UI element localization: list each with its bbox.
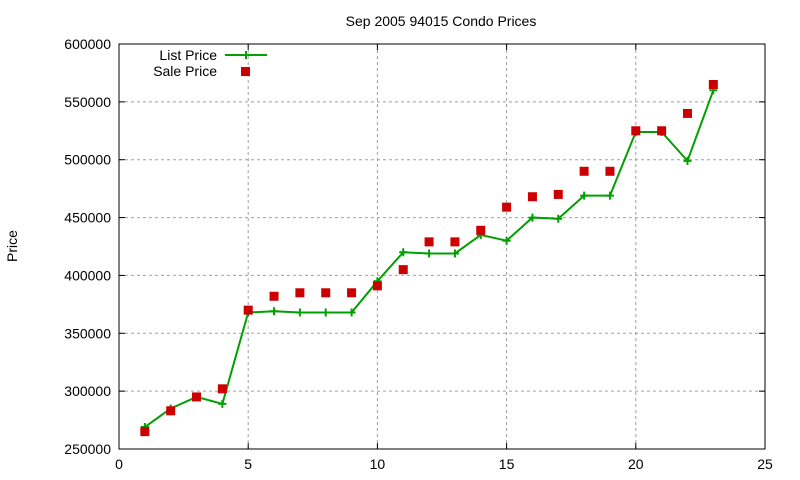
x-tick-label: 10 xyxy=(370,456,386,472)
list-price-point xyxy=(450,249,459,258)
y-tick-label: 350000 xyxy=(64,325,111,341)
list-price-line xyxy=(144,89,715,428)
y-tick-label: 450000 xyxy=(64,210,111,226)
sale-price-point xyxy=(476,225,486,235)
x-tick-label: 5 xyxy=(244,456,252,472)
list-price-point xyxy=(270,307,279,316)
chart-title: Sep 2005 94015 Condo Prices xyxy=(346,13,537,29)
list-price-point xyxy=(399,248,408,257)
list-price-point xyxy=(528,213,537,222)
sale-price-point xyxy=(166,406,176,416)
sale-price-point xyxy=(502,202,512,212)
sale-price-point xyxy=(450,237,460,247)
y-axis-label: Price xyxy=(4,230,20,262)
list-price-point xyxy=(295,308,304,317)
sale-price-point xyxy=(424,237,434,247)
sale-price-point xyxy=(398,265,408,275)
legend-label-sale-price: Sale Price xyxy=(153,63,217,79)
legend-label-list-price: List Price xyxy=(159,47,217,63)
x-tick-label: 0 xyxy=(115,456,123,472)
list-price-point xyxy=(605,191,614,200)
sale-price-point xyxy=(140,427,150,437)
y-tick-label: 400000 xyxy=(64,267,111,283)
sale-price-point xyxy=(269,291,279,301)
sale-price-point xyxy=(192,392,202,402)
legend: List Price Sale Price xyxy=(153,47,267,79)
list-price-point xyxy=(502,236,511,245)
sale-price-point xyxy=(708,80,718,89)
plot-frame xyxy=(118,43,766,450)
y-tick-label: 550000 xyxy=(64,94,111,110)
series xyxy=(140,80,718,437)
sale-price-point xyxy=(527,192,537,202)
legend-marker-sale-price xyxy=(241,67,250,76)
y-tick-label: 500000 xyxy=(64,152,111,168)
sale-price-point xyxy=(295,288,305,298)
x-tick-label: 20 xyxy=(628,456,644,472)
list-price-point xyxy=(218,399,227,408)
sale-price-point xyxy=(553,189,563,199)
sale-price-point xyxy=(579,166,589,176)
list-price-point xyxy=(347,308,356,317)
list-price-point xyxy=(321,308,330,317)
x-tick-label: 15 xyxy=(499,456,515,472)
legend-marker-list-price xyxy=(242,51,250,59)
sale-price-point xyxy=(243,305,253,315)
sale-price-point xyxy=(321,288,331,298)
sale-price-point xyxy=(605,166,615,176)
sale-price-point xyxy=(657,126,667,136)
sale-price-point xyxy=(682,108,692,118)
sale-price-point xyxy=(372,281,382,291)
sale-price-point xyxy=(631,126,641,136)
y-tick-label: 300000 xyxy=(64,383,111,399)
sale-price-point xyxy=(217,384,227,394)
list-price-point xyxy=(683,156,692,165)
x-tick-label: 25 xyxy=(757,456,773,472)
list-price-point xyxy=(554,214,563,223)
sale-price-point xyxy=(347,288,357,298)
grid xyxy=(119,44,765,449)
list-price-point xyxy=(580,191,589,200)
y-tick-label: 600000 xyxy=(64,36,111,52)
list-price-point xyxy=(425,249,434,258)
y-tick-label: 250000 xyxy=(64,441,111,457)
